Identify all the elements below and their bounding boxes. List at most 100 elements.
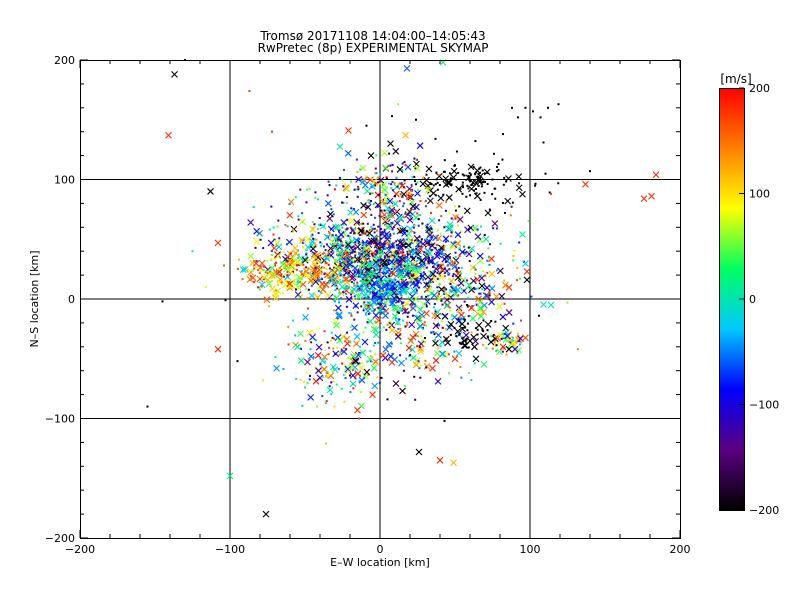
data-point-dot [467,174,470,177]
data-point-x [442,235,450,243]
data-point-x [374,191,382,199]
data-point-x [274,287,282,295]
data-point-dot [341,362,344,365]
data-point-dot [351,246,354,249]
data-point-x [432,357,440,364]
data-point-dot [466,184,469,187]
data-point-x [331,366,339,373]
data-point-dot [436,324,438,327]
data-point-dot [402,319,405,322]
data-point-dot [408,251,411,254]
data-point-dot [365,252,368,255]
data-point-x [371,382,379,390]
data-point-dot [465,338,468,341]
data-point-dot [373,231,376,234]
data-point-dot [338,301,341,304]
data-point-x [429,364,436,372]
data-point-x [471,224,479,232]
data-point-dot [417,189,420,192]
data-point-dot [425,295,428,298]
data-point-dot [338,260,341,263]
data-point-dot [264,299,267,302]
data-point-x [416,142,424,150]
data-point-dot [382,189,385,192]
data-point-dot [446,259,449,262]
data-point-x [289,254,296,262]
data-point-x [258,259,266,267]
data-point-dot [418,367,421,370]
data-point-dot [346,227,349,230]
data-point-dot [372,223,375,226]
data-point-dot [350,226,353,229]
data-point-x [306,329,314,337]
data-point-dot [413,260,416,263]
data-point-dot [321,242,324,245]
data-point-dot [328,346,331,349]
data-point-dot [389,234,392,237]
data-point-x [301,256,309,264]
colorbar-label: [m/s] [720,72,751,86]
data-point-dot [287,343,290,346]
data-point-dot [346,218,349,221]
data-point-dot [430,183,433,186]
data-point-dot [358,345,361,348]
data-point-x [515,173,523,181]
data-point-x [392,380,400,387]
data-point-dot [258,271,261,274]
data-point-dot [356,289,359,292]
data-point-dot [369,360,372,363]
data-point-dot [346,269,349,272]
data-point-x [328,277,336,285]
data-point-dot [272,233,275,236]
data-point-x [346,260,354,268]
data-point-x [348,274,356,282]
data-point-dot [457,271,460,274]
data-point-dot [481,169,484,172]
data-point-dot [481,329,484,332]
data-point-x [332,350,340,358]
data-point-x [438,338,446,346]
data-point-dot [398,230,401,233]
data-point-dot [393,223,396,226]
data-point-x [465,250,473,258]
data-point-dot [448,268,451,271]
data-point-dot [415,183,418,186]
data-point-dot [386,323,389,326]
data-point-x [267,239,275,247]
data-point-dot [355,158,358,161]
data-point-dot [262,247,265,250]
data-point-dot [475,188,477,191]
data-point-dot [367,296,370,299]
data-point-x [412,295,420,303]
data-point-dot [322,245,325,248]
data-point-dot [454,164,456,167]
data-point-dot [449,309,452,312]
data-point-dot [589,170,591,173]
data-point-dot [310,235,313,238]
data-point-dot [404,308,407,311]
data-point-dot [406,238,409,241]
data-point-dot [426,239,429,242]
data-point-dot [295,288,297,291]
data-point-dot [273,262,276,265]
data-point-dot [378,276,381,279]
data-point-dot [383,228,386,231]
data-point-dot [376,176,379,179]
data-point-dot [443,159,446,162]
data-point-x [286,211,294,219]
data-point-dot [360,284,363,287]
data-point-dot [317,232,320,235]
data-point-dot [358,238,361,241]
data-point-dot [353,250,356,253]
data-point-dot [390,183,393,186]
data-point-dot [450,235,453,238]
data-point-dot [366,289,369,292]
data-point-x [409,333,417,341]
data-point-x [423,239,431,246]
data-point-x [309,225,317,233]
data-point-x [464,226,471,234]
data-point-dot [416,265,419,268]
data-point-dot [407,311,410,314]
data-point-dot [421,222,424,225]
x-tick-label: −200 [65,543,95,556]
